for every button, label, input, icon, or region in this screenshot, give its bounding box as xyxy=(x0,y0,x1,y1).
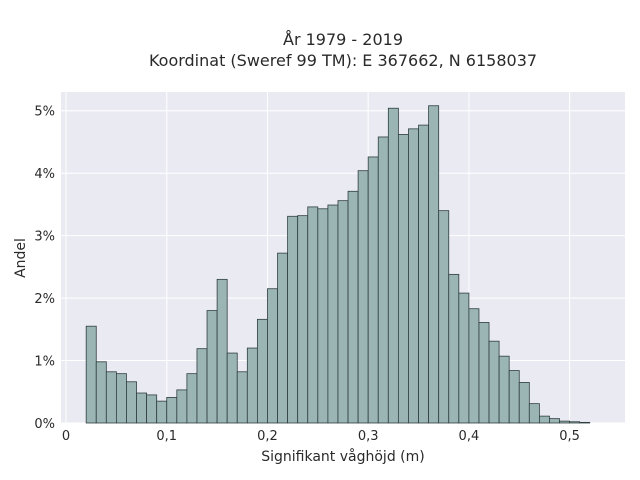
x-tick-label: 0,1 xyxy=(156,429,177,444)
histogram-bar xyxy=(377,136,389,424)
y-tick-label: 2% xyxy=(34,292,55,307)
x-tick-label: 0,5 xyxy=(559,429,580,444)
histogram-bar xyxy=(136,392,148,424)
histogram-bar xyxy=(146,394,158,424)
histogram-bar xyxy=(438,210,450,424)
y-tick-label: 4% xyxy=(34,167,55,182)
histogram-bar xyxy=(256,318,268,424)
histogram-bar xyxy=(518,382,530,424)
histogram-bar xyxy=(579,421,591,424)
histogram-bar xyxy=(458,292,470,424)
histogram-bar xyxy=(538,415,550,424)
histogram-bar xyxy=(317,208,329,424)
histogram-bar xyxy=(196,348,208,424)
histogram-bar xyxy=(156,400,168,424)
y-tick-label: 5% xyxy=(34,105,55,120)
histogram-bar xyxy=(498,355,510,424)
histogram-bars xyxy=(85,105,591,424)
y-tick-label: 1% xyxy=(34,355,55,370)
histogram-bar xyxy=(478,322,490,424)
histogram-bar xyxy=(569,421,581,424)
x-tick-label: 0,4 xyxy=(459,429,480,444)
histogram-bar xyxy=(468,308,480,424)
histogram-bar xyxy=(448,273,460,424)
chart-title-line-2: Koordinat (Sweref 99 TM): E 367662, N 61… xyxy=(149,51,537,70)
histogram-bar xyxy=(408,128,419,424)
histogram-bar xyxy=(176,389,188,424)
histogram-bar xyxy=(508,370,520,424)
y-tick-label: 0% xyxy=(34,417,55,432)
histogram-bar xyxy=(559,420,571,424)
histogram-bar xyxy=(246,347,258,424)
y-axis-ticks: 0% 1% 2% 3% 4% 5% xyxy=(34,105,55,432)
histogram-bar xyxy=(226,352,238,424)
histogram-bar xyxy=(126,381,137,424)
histogram-bar xyxy=(367,156,379,424)
histogram-bar xyxy=(347,190,359,424)
chart-title-line-1: År 1979 - 2019 xyxy=(283,30,403,49)
y-tick-label: 3% xyxy=(34,230,55,245)
histogram-bar xyxy=(206,310,218,424)
histogram-bar xyxy=(397,134,409,424)
histogram-bar xyxy=(186,373,198,424)
histogram-bar xyxy=(267,288,278,424)
x-tick-label: 0,2 xyxy=(257,429,278,444)
x-axis-label: Signifikant våghöjd (m) xyxy=(261,448,424,465)
y-axis-label: Andel xyxy=(13,238,29,278)
x-axis-ticks: 0 0,1 0,2 0,3 0,4 0,5 xyxy=(62,429,580,444)
histogram-bar xyxy=(549,418,560,424)
histogram-bar xyxy=(95,361,107,424)
histogram-bar xyxy=(236,371,248,424)
histogram-bar xyxy=(115,373,127,424)
histogram-bar xyxy=(387,107,399,424)
histogram-bar xyxy=(297,215,309,424)
x-tick-label: 0,3 xyxy=(358,429,379,444)
histogram-bar xyxy=(85,325,97,424)
histogram-bar xyxy=(277,252,289,424)
histogram-bar xyxy=(287,215,299,424)
histogram-bar xyxy=(337,200,349,424)
histogram-bar xyxy=(428,105,440,424)
histogram-bar xyxy=(105,371,117,424)
histogram-bar xyxy=(216,278,228,424)
histogram-bar xyxy=(488,340,500,424)
histogram-bar xyxy=(307,206,319,424)
histogram-bar xyxy=(327,204,339,424)
x-tick-label: 0 xyxy=(62,429,70,444)
histogram-bar xyxy=(357,170,369,424)
histogram-bar xyxy=(528,403,540,424)
histogram-bar xyxy=(166,396,178,424)
histogram-bar xyxy=(418,124,430,424)
